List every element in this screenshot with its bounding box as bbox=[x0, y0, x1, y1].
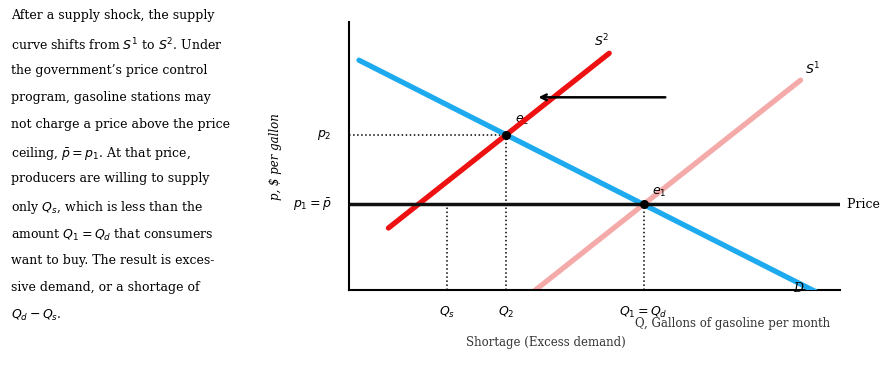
Text: $Q_d - Q_s$.: $Q_d - Q_s$. bbox=[11, 308, 62, 323]
Text: $S^2$: $S^2$ bbox=[594, 33, 610, 49]
Text: not charge a price above the price: not charge a price above the price bbox=[11, 118, 230, 131]
Text: program, gasoline stations may: program, gasoline stations may bbox=[11, 91, 211, 104]
Text: D: D bbox=[793, 282, 804, 295]
Text: $e_2$: $e_2$ bbox=[515, 114, 530, 127]
Text: $Q_1 = Q_d$: $Q_1 = Q_d$ bbox=[620, 305, 667, 320]
Text: Price ceiling: Price ceiling bbox=[847, 198, 884, 211]
Text: $Q_s$: $Q_s$ bbox=[439, 305, 455, 320]
Text: $p_2$: $p_2$ bbox=[317, 128, 332, 142]
Text: amount $Q_1 = Q_d$ that consumers: amount $Q_1 = Q_d$ that consumers bbox=[11, 227, 213, 243]
Text: producers are willing to supply: producers are willing to supply bbox=[11, 172, 210, 185]
Text: want to buy. The result is exces-: want to buy. The result is exces- bbox=[11, 254, 215, 267]
Text: $Q_2$: $Q_2$ bbox=[498, 305, 514, 320]
Text: Shortage (Excess demand): Shortage (Excess demand) bbox=[466, 336, 625, 349]
Text: ceiling, $\bar{p} = p_1$. At that price,: ceiling, $\bar{p} = p_1$. At that price, bbox=[11, 145, 191, 162]
Text: curve shifts from $S^1$ to $S^2$. Under: curve shifts from $S^1$ to $S^2$. Under bbox=[11, 36, 223, 53]
Text: the government’s price control: the government’s price control bbox=[11, 64, 208, 77]
Text: Q, Gallons of gasoline per month: Q, Gallons of gasoline per month bbox=[635, 317, 830, 330]
Text: After a supply shock, the supply: After a supply shock, the supply bbox=[11, 9, 215, 22]
Text: p, $ per gallon: p, $ per gallon bbox=[269, 113, 282, 200]
Text: $p_1 = \bar{p}$: $p_1 = \bar{p}$ bbox=[293, 196, 332, 213]
Text: sive demand, or a shortage of: sive demand, or a shortage of bbox=[11, 281, 200, 294]
Text: only $Q_s$, which is less than the: only $Q_s$, which is less than the bbox=[11, 199, 203, 217]
Text: $S^1$: $S^1$ bbox=[805, 61, 821, 77]
Text: $e_1$: $e_1$ bbox=[652, 186, 667, 199]
